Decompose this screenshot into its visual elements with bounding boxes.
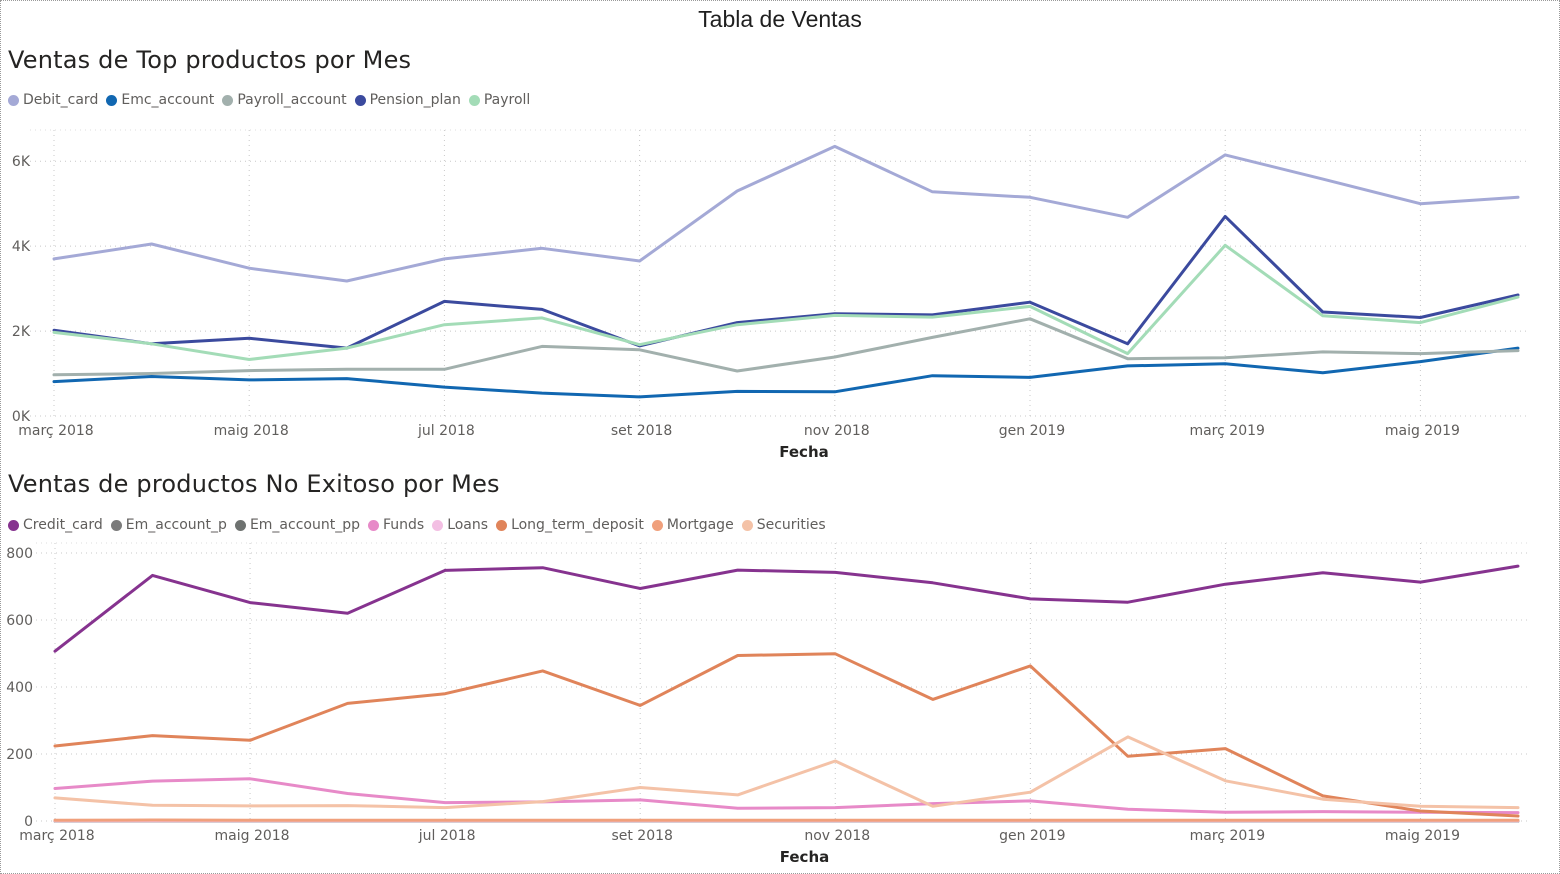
legend-item-debit-card[interactable]: Debit_card xyxy=(8,92,98,108)
legend-marker-icon xyxy=(432,519,444,531)
legend-label: Emc_account xyxy=(121,92,215,108)
x-tick-label: maig 2018 xyxy=(215,828,290,844)
legend-item-em-account-pp[interactable]: Em_account_pp xyxy=(234,517,360,533)
legend-marker-icon xyxy=(110,519,122,531)
legend-label: Funds xyxy=(382,517,425,533)
legend-label: Securities xyxy=(756,517,826,533)
legend-marker-icon xyxy=(222,94,234,106)
legend-marker-icon xyxy=(106,94,118,106)
legend-marker-icon xyxy=(741,519,753,531)
legend-label: Em_account_pp xyxy=(249,517,360,533)
y-tick-label: 200 xyxy=(6,747,33,763)
legend-label: Credit_card xyxy=(23,517,103,533)
legend-item-emc-account[interactable]: Emc_account xyxy=(106,92,214,108)
x-axis-title: Fecha xyxy=(779,443,829,461)
x-tick-label: jul 2018 xyxy=(418,828,476,844)
series-line-funds[interactable] xyxy=(53,777,1520,815)
series-line-emc-account[interactable] xyxy=(52,346,1520,399)
legend-item-pension-plan[interactable]: Pension_plan xyxy=(354,92,461,108)
x-tick-label: nov 2018 xyxy=(804,828,870,844)
legend-item-loans[interactable]: Loans xyxy=(432,517,488,533)
legend-label: Payroll xyxy=(483,92,531,108)
x-axis-title: Fecha xyxy=(780,848,830,866)
series-line-securities[interactable] xyxy=(53,735,1520,810)
legend-item-long-term-deposit[interactable]: Long_term_deposit xyxy=(496,517,644,533)
legend-no-exitoso: Credit_card Em_account_p Em_account_pp Fund… xyxy=(8,514,834,536)
series-line-payroll[interactable] xyxy=(52,243,1520,361)
legend-label: Long_term_deposit xyxy=(511,517,644,533)
x-tick-label: set 2018 xyxy=(611,423,672,439)
x-tick-label: maig 2019 xyxy=(1385,828,1460,844)
legend-marker-icon xyxy=(234,519,246,531)
series-line-credit-card[interactable] xyxy=(53,564,1520,653)
legend-item-funds[interactable]: Funds xyxy=(367,517,425,533)
legend-label: Mortgage xyxy=(666,517,734,533)
legend-marker-icon xyxy=(354,94,366,106)
page-title: Tabla de Ventas xyxy=(698,6,862,32)
legend-item-em-account-p[interactable]: Em_account_p xyxy=(110,517,227,533)
legend-item-payroll-account[interactable]: Payroll_account xyxy=(222,92,347,108)
series-line-pension-plan[interactable] xyxy=(52,214,1520,350)
x-tick-label: set 2018 xyxy=(611,828,672,844)
x-tick-label: jul 2018 xyxy=(417,423,475,439)
series-line-long-term-deposit[interactable] xyxy=(53,652,1520,818)
x-tick-label: març 2018 xyxy=(19,828,94,844)
y-tick-label: 4K xyxy=(12,239,31,255)
y-tick-label: 0K xyxy=(12,409,31,425)
legend-item-securities[interactable]: Securities xyxy=(741,517,826,533)
legend-item-mortgage[interactable]: Mortgage xyxy=(651,517,734,533)
legend-label: Pension_plan xyxy=(369,92,461,108)
y-tick-label: 600 xyxy=(6,613,33,629)
chart-top-products: 0K 2K 4K 6K març 2018 maig 2018 jul 2018 set 20… xyxy=(12,129,1528,461)
x-tick-label: maig 2019 xyxy=(1385,423,1460,439)
legend-label: Debit_card xyxy=(23,92,99,108)
legend-item-payroll[interactable]: Payroll xyxy=(468,92,531,108)
x-tick-label: gen 2019 xyxy=(999,423,1065,439)
legend-marker-icon xyxy=(468,94,480,106)
y-tick-label: 0 xyxy=(24,814,33,830)
x-tick-label: maig 2018 xyxy=(214,423,289,439)
legend-marker-icon xyxy=(8,519,19,531)
x-tick-label: març 2019 xyxy=(1190,828,1265,844)
y-tick-label: 6K xyxy=(12,154,31,170)
legend-label: Em_account_p xyxy=(125,517,227,533)
legend-marker-icon xyxy=(8,94,19,106)
legend-marker-icon xyxy=(496,519,508,531)
y-tick-label: 800 xyxy=(6,546,33,562)
y-tick-label: 400 xyxy=(6,680,33,696)
legend-marker-icon xyxy=(651,519,663,531)
legend-marker-icon xyxy=(367,519,379,531)
y-tick-label: 2K xyxy=(12,324,31,340)
series-line-debit-card[interactable] xyxy=(52,144,1520,283)
chart-title-top: Ventas de Top productos por Mes xyxy=(8,46,412,74)
chart-title-no-exitoso: Ventas de productos No Exitoso por Mes xyxy=(8,470,500,498)
legend-item-credit-card[interactable]: Credit_card xyxy=(8,517,103,533)
series-line-payroll-account[interactable] xyxy=(52,317,1520,377)
legend-label: Payroll_account xyxy=(237,92,347,108)
x-tick-label: març 2019 xyxy=(1189,423,1264,439)
x-tick-label: gen 2019 xyxy=(999,828,1065,844)
x-tick-label: març 2018 xyxy=(18,423,93,439)
x-tick-label: nov 2018 xyxy=(804,423,870,439)
legend-top: Debit_card Emc_account Payroll_account Pens… xyxy=(8,89,538,111)
legend-label: Loans xyxy=(447,517,489,533)
